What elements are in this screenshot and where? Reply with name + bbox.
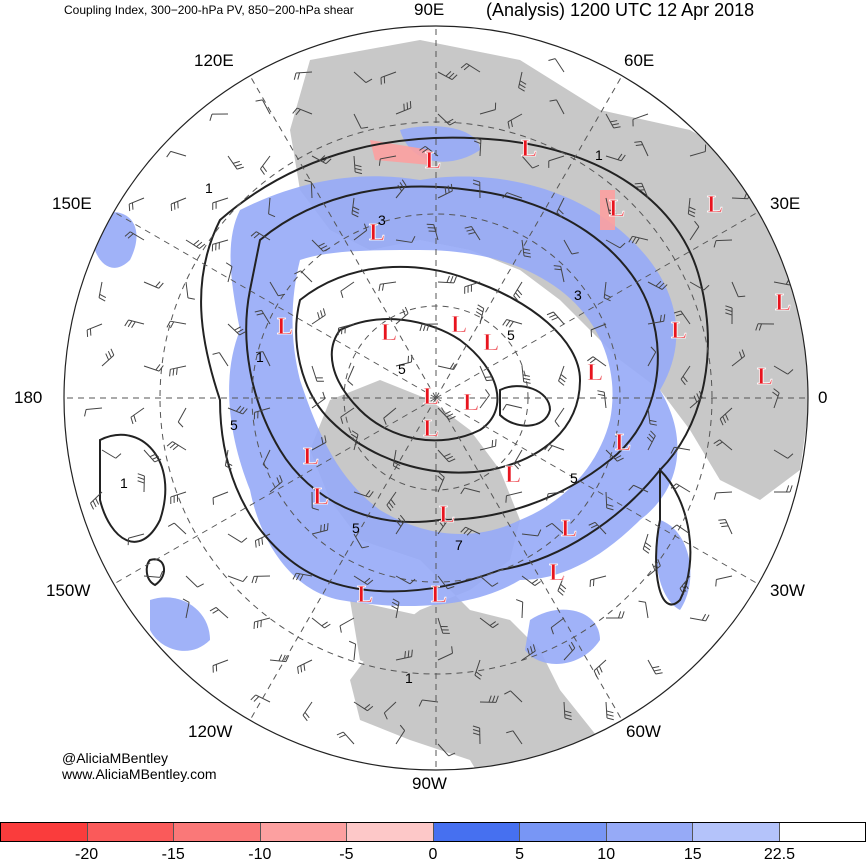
lon-label-90e: 90E — [414, 0, 444, 20]
credit-handle: @AliciaMBentley — [62, 750, 168, 766]
colorbar-segment — [780, 823, 866, 841]
contour-label: 5 — [398, 361, 406, 377]
contour-label: 1 — [256, 349, 264, 365]
colorbar-tick-label: 22.5 — [764, 846, 795, 864]
lon-label-30w: 30W — [770, 581, 805, 601]
colorbar-segment — [434, 823, 521, 841]
contour-label: 1 — [595, 147, 603, 163]
low-marker: L — [431, 582, 447, 608]
colorbar-tick-label: 0 — [429, 846, 438, 864]
colorbar-tick-label: -5 — [339, 846, 353, 864]
low-marker: L — [707, 192, 723, 218]
colorbar-segment — [174, 823, 261, 841]
contour-label: 1 — [205, 180, 213, 196]
contour-label: 7 — [455, 537, 463, 553]
contour-label: 5 — [352, 520, 360, 536]
lon-label-150e: 150E — [52, 194, 92, 214]
low-marker: L — [561, 516, 577, 542]
colorbar-tick-label: -15 — [162, 846, 185, 864]
colorbar-segment — [693, 823, 780, 841]
colorbar-tick-label: 10 — [597, 846, 615, 864]
lon-label-150w: 150W — [46, 581, 90, 601]
colorbar-tick-label: 5 — [515, 846, 524, 864]
contour-label: 5 — [230, 417, 238, 433]
colorbar-segment — [520, 823, 607, 841]
low-marker: L — [425, 148, 441, 174]
colorbar-segment — [261, 823, 348, 841]
low-marker: L — [549, 560, 565, 586]
low-marker: L — [313, 484, 329, 510]
credit-website: www.AliciaMBentley.com — [62, 766, 217, 782]
low-marker: L — [609, 196, 625, 222]
contour-label: 5 — [507, 327, 515, 343]
low-marker: L — [757, 364, 773, 390]
low-marker: L — [505, 462, 521, 488]
colorbar-segment — [347, 823, 434, 841]
low-marker: L — [451, 312, 467, 338]
colorbar-tick-label: 15 — [684, 846, 702, 864]
low-marker: L — [439, 502, 455, 528]
colorbar-segment — [607, 823, 694, 841]
contour-label: 5 — [570, 470, 578, 486]
low-marker: L — [423, 384, 439, 410]
low-marker: L — [483, 330, 499, 356]
lon-label-120w: 120W — [188, 722, 232, 742]
contour-label: 1 — [405, 670, 413, 686]
colorbar-tick-label: -20 — [75, 846, 98, 864]
low-marker: L — [587, 360, 603, 386]
colorbar-labels: -20 -15 -10 -5 0 5 10 15 22.5 — [0, 846, 868, 866]
lon-label-120e: 120E — [194, 51, 234, 71]
low-marker: L — [521, 136, 537, 162]
lon-label-90w: 90W — [412, 774, 447, 794]
low-marker: L — [423, 416, 439, 442]
colorbar-segment — [1, 823, 88, 841]
contour-label: 3 — [574, 287, 582, 303]
low-marker: L — [775, 290, 791, 316]
low-marker: L — [671, 318, 687, 344]
contour-label: 1 — [120, 475, 128, 491]
lon-label-180: 180 — [14, 388, 42, 408]
lon-label-30e: 30E — [770, 194, 800, 214]
lon-label-60w: 60W — [626, 722, 661, 742]
low-marker: L — [381, 320, 397, 346]
lon-label-0: 0 — [818, 388, 827, 408]
low-marker: L — [463, 390, 479, 416]
low-marker: L — [303, 444, 319, 470]
low-marker: L — [277, 314, 293, 340]
low-marker: L — [369, 220, 385, 246]
lon-label-60e: 60E — [624, 51, 654, 71]
low-marker: L — [615, 430, 631, 456]
colorbar — [0, 822, 866, 842]
colorbar-segment — [88, 823, 175, 841]
low-marker: L — [357, 582, 373, 608]
colorbar-tick-label: -10 — [248, 846, 271, 864]
